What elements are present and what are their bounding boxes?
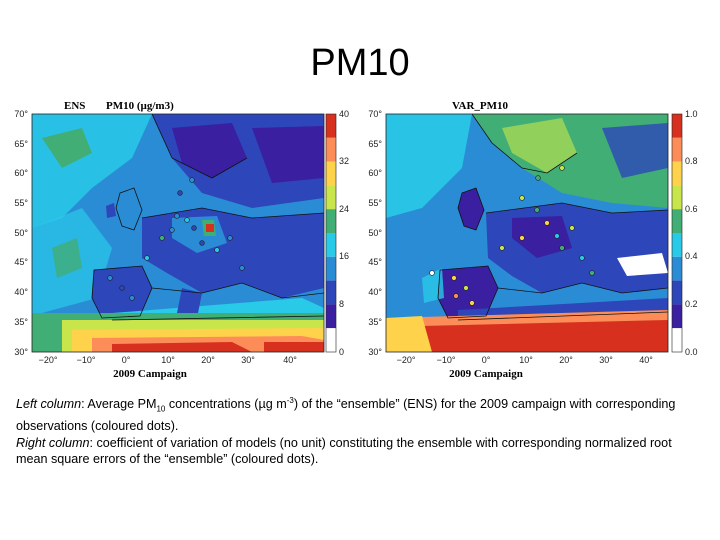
ens-colorbar-segment (326, 256, 336, 281)
ens-lon-tick: 30° (241, 355, 255, 365)
var-colorbar-tick: 0.0 (685, 347, 698, 357)
var-colorbar-segment (672, 304, 682, 329)
var-lon-tick: 10° (519, 355, 533, 365)
var-lon-tick: 20° (559, 355, 573, 365)
ens-colorbar-segment (326, 280, 336, 305)
var-lon-tick: 0° (482, 355, 491, 365)
var-colorbar-segment (672, 185, 682, 210)
ens-lat-tick: 65° (14, 139, 28, 149)
ens-lon-tick: −10° (77, 355, 96, 365)
ens-colorbar-tick: 24 (339, 204, 349, 214)
var-lat-tick: 35° (368, 317, 382, 327)
var-colorbar-segment (672, 256, 682, 281)
var-colorbar-segment (672, 328, 682, 352)
var-colorbar-segment (672, 209, 682, 233)
var-colorbar (671, 113, 683, 353)
ens-lat-tick: 60° (14, 168, 28, 178)
caption-left-text: : Average PM (81, 397, 157, 412)
caption-left: Left column: Average PM10 concentrations… (16, 393, 706, 435)
ens-colorbar-tick: 16 (339, 251, 349, 261)
ens-map-figure: ENS PM10 (µg/m3) (14, 100, 349, 380)
var-lat-tick: 45° (368, 257, 382, 267)
var-lon-tick: −20° (397, 355, 416, 365)
ens-lon-tick: 40° (283, 355, 297, 365)
var-colorbar-segment (672, 114, 682, 138)
ens-map-field (32, 114, 324, 352)
ens-colorbar-tick: 0 (339, 347, 344, 357)
caption-right-label: Right column (16, 435, 90, 450)
ens-colorbar-segment (326, 328, 336, 352)
ens-lat-tick: 35° (14, 317, 28, 327)
var-colorbar-segment (672, 233, 682, 257)
ens-lat-tick: 55° (14, 198, 28, 208)
caption-superscript: -3 (286, 396, 294, 405)
var-colorbar-segment (672, 280, 682, 305)
ens-colorbar-segment (326, 137, 336, 162)
ens-panel-units: PM10 (µg/m3) (106, 100, 174, 112)
var-lat-tick: 30° (368, 347, 382, 357)
ens-colorbar-segment (326, 209, 336, 233)
var-lat-tick: 70° (368, 109, 382, 119)
ens-map-panel: ENS PM10 (µg/m3) (2, 98, 352, 382)
caption-left-label: Left column (16, 397, 82, 412)
var-lat-tick: 50° (368, 228, 382, 238)
var-map-field (386, 114, 668, 352)
caption-right: Right column: coefficient of variation o… (16, 435, 706, 468)
caption-subscript: 10 (156, 404, 166, 414)
ens-colorbar-segment (326, 304, 336, 329)
var-campaign-label: 2009 Campaign (449, 368, 523, 380)
var-colorbar-segment (672, 161, 682, 186)
ens-lat-tick: 30° (14, 347, 28, 357)
ens-colorbar-tick: 40 (339, 109, 349, 119)
var-map-figure: VAR_PM10 (368, 100, 698, 380)
var-lon-tick: −10° (437, 355, 456, 365)
ens-lon-tick: 20° (201, 355, 215, 365)
ens-colorbar-tick: 8 (339, 299, 344, 309)
ens-colorbar-segment (326, 233, 336, 257)
var-colorbar-tick: 0.4 (685, 251, 698, 261)
ens-lat-tick: 70° (14, 109, 28, 119)
var-lon-tick: 30° (599, 355, 613, 365)
var-colorbar-tick: 0.2 (685, 299, 698, 309)
caption-right-text: : coefficient of variation of models (no… (16, 435, 672, 467)
figure-caption: Left column: Average PM10 concentrations… (16, 393, 706, 468)
caption-left-text: concentrations (µg m (165, 397, 287, 412)
var-lat-tick: 55° (368, 198, 382, 208)
ens-colorbar (325, 113, 337, 353)
var-lat-tick: 65° (368, 139, 382, 149)
ens-panel-title: ENS (64, 100, 85, 112)
ens-colorbar-segment (326, 114, 336, 138)
ens-lat-tick: 50° (14, 228, 28, 238)
var-colorbar-segment (672, 137, 682, 162)
var-lat-tick: 40° (368, 287, 382, 297)
caption-left-text: ) of the “ensemble” (ENS) for the 2009 c… (16, 397, 676, 434)
slide-title: PM10 (310, 42, 410, 84)
ens-colorbar-segment (326, 161, 336, 186)
var-lat-tick: 60° (368, 168, 382, 178)
var-panel-title: VAR_PM10 (452, 100, 509, 112)
ens-lat-tick: 45° (14, 257, 28, 267)
ens-campaign-label: 2009 Campaign (113, 368, 187, 380)
var-colorbar-tick: 0.6 (685, 204, 698, 214)
ens-lon-tick: 0° (122, 355, 131, 365)
ens-colorbar-tick: 32 (339, 156, 349, 166)
var-map-panel: VAR_PM10 (362, 98, 712, 382)
var-colorbar-tick: 0.8 (685, 156, 698, 166)
var-colorbar-tick: 1.0 (685, 109, 698, 119)
var-lon-tick: 40° (639, 355, 653, 365)
ens-lat-tick: 40° (14, 287, 28, 297)
ens-lon-tick: −20° (39, 355, 58, 365)
ens-lon-tick: 10° (161, 355, 175, 365)
ens-colorbar-segment (326, 185, 336, 210)
